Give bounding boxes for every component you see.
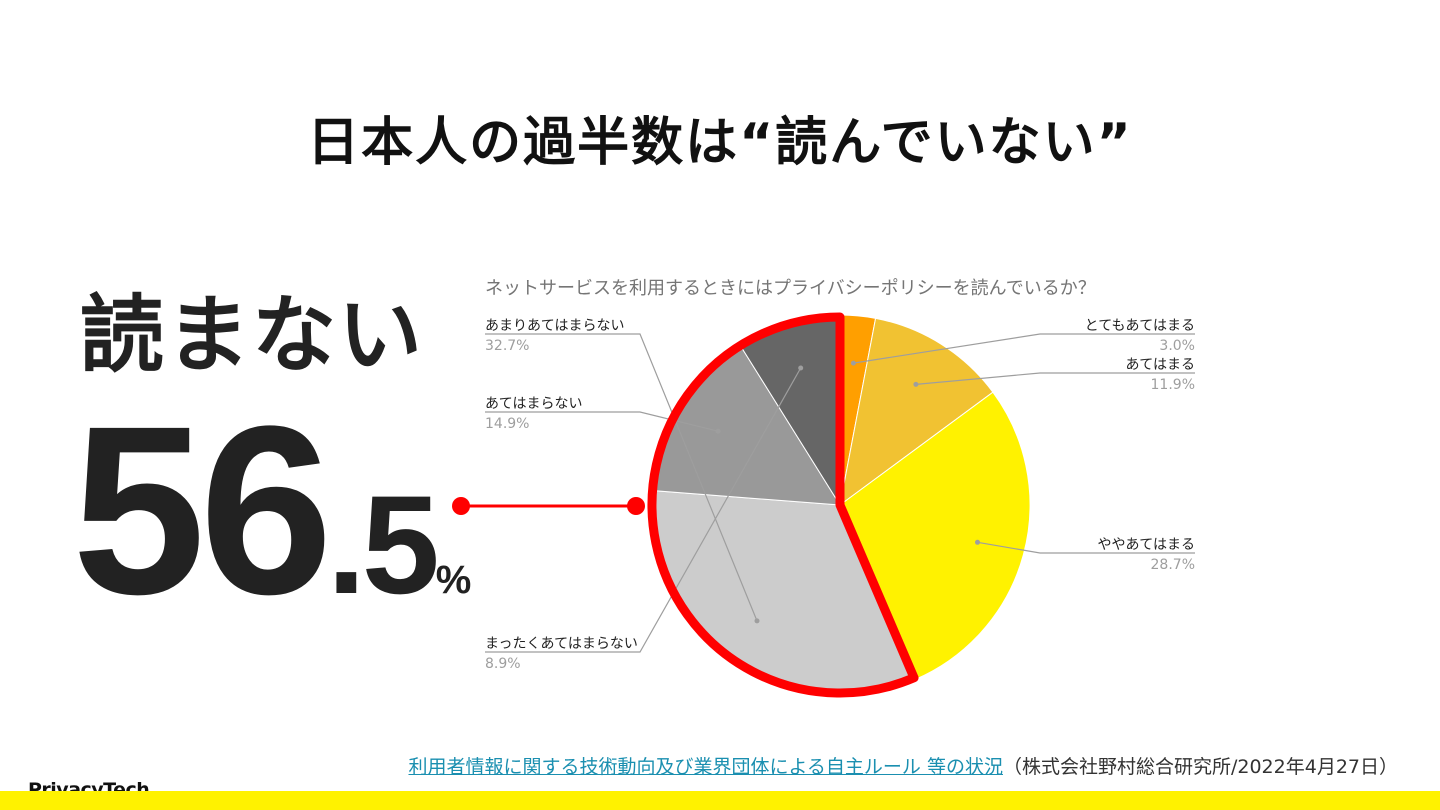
leader-dot-5 <box>715 428 721 434</box>
leader-dot-1 <box>850 360 856 366</box>
slice-label-value-6: 8.9% <box>485 656 521 672</box>
slide-title: 日本人の過半数は“読んでいない” <box>307 113 1133 173</box>
slice-label-value-3: 28.7% <box>1151 557 1195 573</box>
bottom-accent-bar <box>0 791 1440 810</box>
slice-label-name-3: ややあてはまる <box>1098 537 1195 553</box>
source-link[interactable]: 利用者情報に関する技術動向及び業界団体による自主ルール 等の状況 <box>408 756 1003 778</box>
percentage-integer: 56 <box>72 376 333 644</box>
connector-start-dot <box>452 497 470 515</box>
leader-line-3 <box>977 541 1195 554</box>
slice-label-value-1: 3.0% <box>1159 338 1195 354</box>
leader-dot-3 <box>975 539 980 545</box>
slice-label-name-2: あてはまる <box>1126 357 1195 373</box>
leader-line-6 <box>485 367 802 653</box>
slice-label-name-6: まったくあてはまらない <box>485 636 638 652</box>
percentage-unit: % <box>435 558 472 602</box>
slice-label-value-2: 11.9% <box>1151 377 1195 393</box>
slice-label-value-4: 32.7% <box>485 338 529 354</box>
highlight-outline <box>647 312 919 698</box>
slice-label-name-1: とてもあてはまる <box>1085 318 1195 334</box>
source-footer: 利用者情報に関する技術動向及び業界団体による自主ルール 等の状況（株式会社野村総… <box>408 752 1398 779</box>
leader-dot-2 <box>913 381 919 387</box>
slice-label-name-4: あまりあてはまらない <box>485 318 624 334</box>
headline-percentage: 56.5% <box>72 390 471 630</box>
pie-labels: とてもあてはまる 3.0% あてはまる 11.9% ややあてはまる 28.7% あまりあては… <box>485 318 1195 672</box>
leader-dot-4 <box>754 618 760 624</box>
leader-dot-6 <box>798 365 804 371</box>
headline-label: 読まない <box>80 286 425 384</box>
leader-line-4 <box>485 333 758 622</box>
leader-line-2 <box>915 372 1195 385</box>
slice-label-value-5: 14.9% <box>485 416 529 432</box>
leader-line-1 <box>853 333 1195 364</box>
percentage-decimal: .5 <box>326 466 440 623</box>
leader-line-5 <box>485 411 719 432</box>
source-attribution: （株式会社野村総合研究所/2022年4月27日） <box>1002 756 1398 778</box>
connector-end-dot <box>627 497 645 515</box>
chart-title: ネットサービスを利用するときにはプライバシーポリシーを読んでいるか？ <box>485 278 1096 299</box>
pie-slice-2 <box>839 317 994 507</box>
slice-label-name-5: あてはまらない <box>485 396 582 412</box>
